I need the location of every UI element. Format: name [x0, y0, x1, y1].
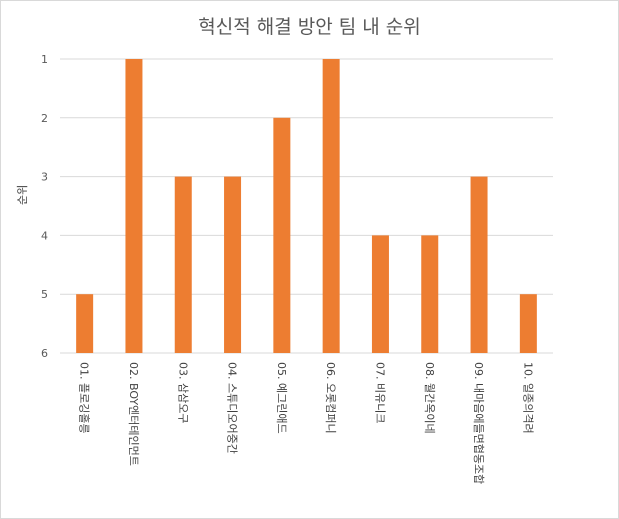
x-tick-label: 03. 삼삼오구 — [176, 362, 189, 423]
y-tick-label: 4 — [41, 229, 48, 242]
bar — [371, 235, 389, 353]
chart-title: 혁신적 해결 방안 팀 내 순위 — [198, 16, 421, 38]
y-tick-label: 2 — [41, 112, 48, 125]
bar — [519, 294, 537, 353]
x-tick-label: 05. 예그린애드 — [275, 362, 288, 434]
bar — [421, 235, 439, 353]
x-tick-label: 02. BOY엔터테인먼트 — [127, 362, 140, 466]
bar — [273, 117, 291, 353]
bar — [76, 294, 94, 353]
y-tick-label: 3 — [41, 171, 48, 184]
y-tick-label: 6 — [41, 347, 48, 360]
x-tick-label: 01. 플로깅홀릉 — [78, 362, 91, 434]
y-tick-label: 5 — [41, 288, 48, 301]
bar — [224, 176, 242, 353]
y-tick-label: 1 — [41, 53, 48, 66]
x-tick-label: 04. 스튜디오어중간 — [226, 362, 239, 454]
x-tick-label: 06. 오롯컴퍼니 — [324, 362, 337, 434]
bar — [322, 59, 340, 353]
x-tick-label: 08. 월간옥이네 — [423, 362, 436, 434]
bar — [470, 176, 488, 353]
x-tick-label: 10. 일종의격려 — [521, 362, 535, 434]
bar — [174, 176, 192, 353]
x-tick-label: 07. 비유니크 — [373, 362, 386, 423]
x-tick-label: 09. 내마음에들면협동조합 — [472, 362, 485, 484]
bar — [125, 59, 143, 353]
